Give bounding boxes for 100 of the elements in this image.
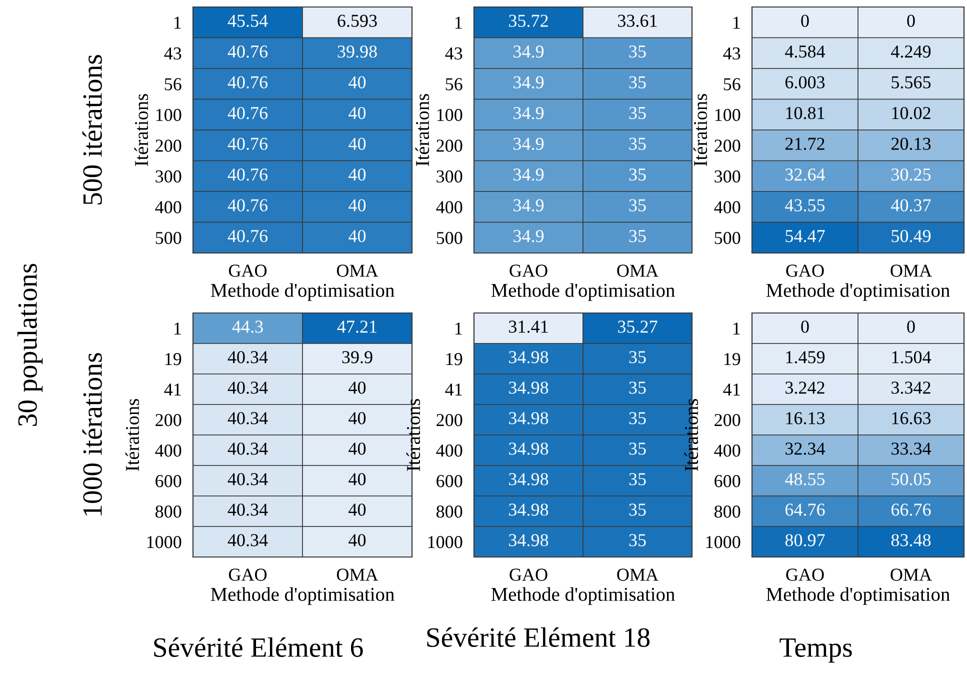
data-label: 34.98 xyxy=(509,382,548,394)
data-label: 33.61 xyxy=(618,14,657,27)
data-label: 34.98 xyxy=(509,351,548,364)
text: 30 populations xyxy=(17,264,43,426)
y-tick-label: 100 xyxy=(715,108,740,122)
data-label: 35 xyxy=(629,230,646,242)
x-tick-label: OMA xyxy=(890,264,932,277)
data-label: 16.63 xyxy=(892,412,931,424)
y-axis-title: Itérations xyxy=(693,94,708,166)
y-axis-title: Itérations xyxy=(684,398,698,472)
y-tick-label: 400 xyxy=(714,444,740,457)
y-tick-label: 56 xyxy=(724,78,740,90)
data-label: 40.76 xyxy=(228,45,268,58)
x-tick-label: OMA xyxy=(617,568,658,581)
data-label: 43.55 xyxy=(785,199,825,212)
data-label: 40 xyxy=(348,504,366,516)
y-tick-label: 400 xyxy=(436,444,462,457)
data-label: 34.9 xyxy=(514,138,544,150)
y-tick-label: 19 xyxy=(165,353,182,366)
data-label: 34.98 xyxy=(509,412,548,424)
data-label: 34.98 xyxy=(509,504,548,516)
y-tick-label: 56 xyxy=(446,78,462,90)
data-label: 34.9 xyxy=(514,76,544,88)
x-tick-label: OMA xyxy=(336,264,378,277)
data-label: 66.76 xyxy=(891,504,931,516)
y-tick-label: 300 xyxy=(156,170,182,183)
y-tick-label: 800 xyxy=(436,506,462,518)
y-tick-label: 200 xyxy=(714,140,740,152)
y-tick-label: 600 xyxy=(156,475,182,488)
data-label: 40.76 xyxy=(228,199,268,212)
x-tick-label: GAO xyxy=(786,568,824,581)
y-tick-label: 400 xyxy=(155,444,182,457)
y-tick-label: 100 xyxy=(437,108,462,122)
y-tick-label: 100 xyxy=(156,108,182,122)
data-label: 40 xyxy=(348,412,366,424)
data-label: 4.249 xyxy=(891,46,931,58)
data-label: 34.9 xyxy=(514,168,544,181)
data-label: 32.64 xyxy=(786,168,826,181)
data-label: 34.98 xyxy=(509,442,548,455)
data-label: 40 xyxy=(348,473,366,486)
y-axis-title: Itérations xyxy=(406,398,420,472)
x-axis-title: Methode d'optimisation xyxy=(766,587,950,605)
data-label: 30.25 xyxy=(892,168,931,181)
data-label: 0 xyxy=(907,14,915,27)
y-tick-label: 1 xyxy=(455,16,462,29)
data-label: 16.13 xyxy=(786,412,825,424)
y-tick-label: 43 xyxy=(445,47,462,60)
data-label: 4.584 xyxy=(785,45,826,58)
y-tick-label: 1 xyxy=(174,322,181,335)
data-label: 35 xyxy=(629,442,646,455)
data-label: 80.97 xyxy=(785,534,825,546)
y-tick-label: 1000 xyxy=(428,536,462,548)
y-tick-label: 500 xyxy=(436,232,462,244)
data-label: 3.342 xyxy=(892,382,930,394)
data-label: 31.41 xyxy=(509,320,548,333)
data-label: 35 xyxy=(629,46,646,58)
y-tick-label: 200 xyxy=(156,414,182,426)
y-tick-label: 300 xyxy=(714,170,740,183)
data-label: 39.9 xyxy=(342,351,372,364)
data-label: 35 xyxy=(629,76,646,88)
x-tick-label: GAO xyxy=(228,568,267,581)
data-label: 40.76 xyxy=(228,76,268,88)
y-tick-label: 41 xyxy=(445,384,462,396)
y-tick-label: 800 xyxy=(714,506,740,518)
x-axis-title: Methode d'optimisation xyxy=(210,587,394,605)
data-label: 33.34 xyxy=(892,442,932,455)
y-tick-label: 200 xyxy=(436,140,462,152)
y-tick-label: 500 xyxy=(714,232,740,244)
data-label: 0 xyxy=(907,320,915,333)
text: 500 itérations xyxy=(82,55,102,204)
data-label: 40 xyxy=(348,534,366,546)
data-label: 40.37 xyxy=(891,199,931,212)
data-label: 40 xyxy=(348,106,366,120)
data-label: 40.76 xyxy=(228,138,268,150)
data-label: 34.98 xyxy=(509,473,548,486)
y-tick-label: 41 xyxy=(164,384,181,396)
data-label: 20.13 xyxy=(891,138,931,150)
data-label: 40.34 xyxy=(228,534,268,546)
data-label: 6.003 xyxy=(785,76,825,88)
y-tick-label: 500 xyxy=(156,232,182,244)
text: 1000 itérations xyxy=(82,353,102,516)
x-axis-title: Methode d'optimisation xyxy=(491,587,675,605)
y-tick-label: 19 xyxy=(724,353,740,366)
x-axis-title: Methode d'optimisation xyxy=(766,283,950,301)
data-label: 1.504 xyxy=(892,351,932,364)
y-tick-label: 200 xyxy=(436,414,462,426)
x-tick-label: OMA xyxy=(617,264,658,277)
x-tick-label: GAO xyxy=(510,568,548,581)
data-label: 34.98 xyxy=(509,534,548,546)
data-label: 40 xyxy=(348,199,366,212)
x-axis-title: Methode d'optimisation xyxy=(491,283,675,301)
data-label: 6.593 xyxy=(338,14,377,27)
data-label: 40.34 xyxy=(228,442,268,455)
data-label: 39.98 xyxy=(338,45,377,58)
data-label: 35 xyxy=(629,107,646,120)
data-label: 47.21 xyxy=(337,320,376,333)
data-label: 40 xyxy=(348,382,366,394)
y-tick-label: 41 xyxy=(723,384,740,396)
data-label: 40.76 xyxy=(228,168,268,181)
data-label: 10.81 xyxy=(786,106,824,120)
